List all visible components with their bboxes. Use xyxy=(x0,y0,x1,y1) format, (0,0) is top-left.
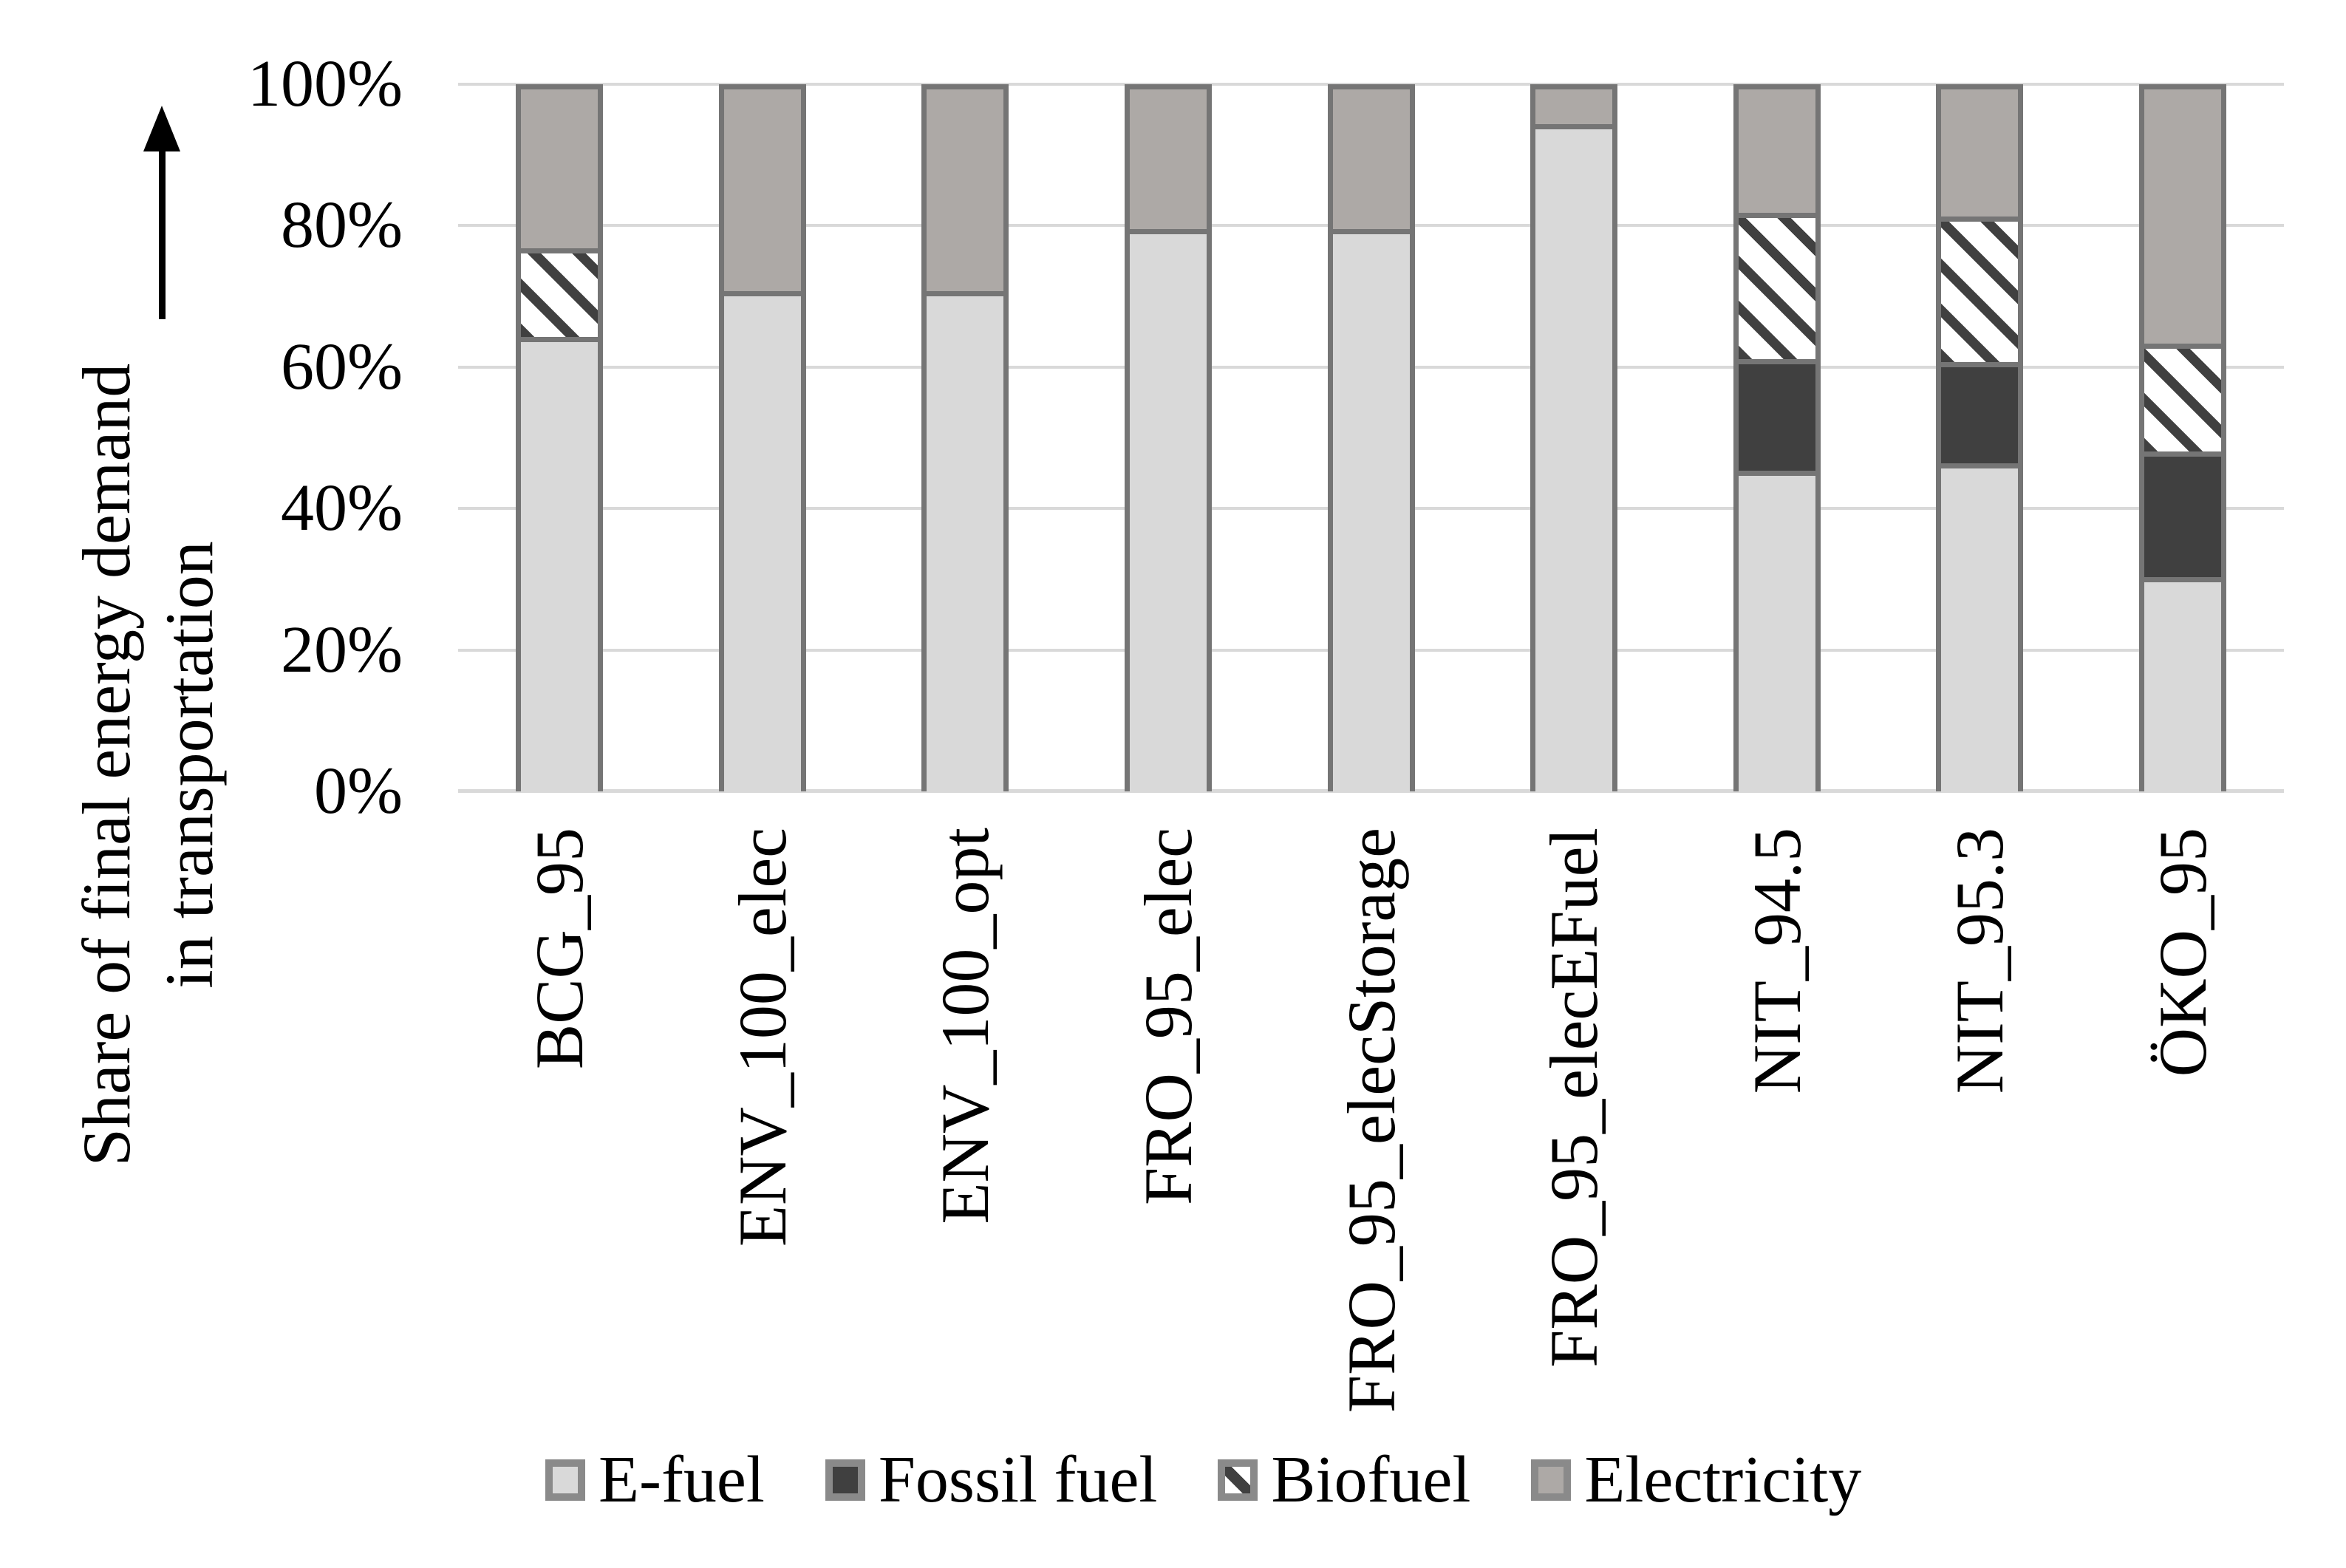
bar-segment-efuel xyxy=(2144,582,2221,791)
legend-item-electricity: Electricity xyxy=(1531,1447,1861,1513)
bar-segment-efuel xyxy=(521,341,599,791)
up-arrow-stem xyxy=(159,148,166,319)
x-axis-label: FRO_95_elecEFuel xyxy=(1536,828,1612,1368)
legend-label: Fossil fuel xyxy=(878,1443,1158,1516)
bar-FRO_95_elecStorage xyxy=(1327,84,1415,791)
bar-segment-efuel xyxy=(1332,234,1410,791)
bar-segment-biofuel xyxy=(521,253,599,342)
legend-label: Electricity xyxy=(1584,1443,1862,1516)
x-axis-label: NIT_95.3 xyxy=(1942,828,2018,1094)
bar-segment-biofuel xyxy=(2144,348,2221,457)
x-axis-label: FRO_95_elec xyxy=(1130,828,1206,1206)
legend: E-fuel Fossil fuel Biofuel Electricity xyxy=(545,1447,1861,1513)
x-axis-label: ÖKO_95 xyxy=(2144,828,2220,1077)
x-axis-label: ENV_100_opt xyxy=(927,828,1003,1224)
bar-segment-electricity xyxy=(1129,89,1207,234)
bar-BCG_95 xyxy=(516,84,604,791)
plot-area xyxy=(458,83,2284,793)
bar-segment-biofuel xyxy=(1941,221,2019,368)
bar-segment-fossil xyxy=(1941,367,2019,469)
x-axis-label: BCG_95 xyxy=(522,828,598,1070)
legend-item-biofuel: Biofuel xyxy=(1218,1447,1470,1513)
legend-swatch-electricity xyxy=(1531,1459,1572,1501)
bar-FRO_95_elec xyxy=(1124,84,1212,791)
x-axis-label: ENV_100_elec xyxy=(724,828,800,1247)
y-tick-label: 40% xyxy=(281,471,403,545)
bar-segment-electricity xyxy=(723,89,801,297)
bar-ENV_100_opt xyxy=(921,84,1009,791)
bar-segment-biofuel xyxy=(1738,218,1815,364)
x-axis-label: NIT_94.5 xyxy=(1739,828,1815,1094)
y-tick-label: 20% xyxy=(281,613,403,686)
bar-segment-electricity xyxy=(927,89,1004,297)
legend-item-fossil: Fossil fuel xyxy=(825,1443,1158,1516)
legend-swatch-efuel xyxy=(545,1459,585,1501)
legend-label: Biofuel xyxy=(1271,1443,1471,1516)
legend-swatch-fossil xyxy=(825,1459,865,1501)
bar-segment-efuel xyxy=(1738,475,1815,791)
bar-FRO_95_elecEFuel xyxy=(1530,84,1618,791)
x-axis-label: FRO_95_elecStorage xyxy=(1333,828,1409,1414)
y-tick-label: 0% xyxy=(314,754,403,828)
bar-NIT_94.5 xyxy=(1733,84,1821,791)
bar-NIT_95.3 xyxy=(1936,84,2024,791)
legend-item-efuel: E-fuel xyxy=(545,1447,765,1513)
bar-segment-efuel xyxy=(1129,234,1207,791)
bar-segment-electricity xyxy=(1738,89,1815,219)
y-tick-label: 100% xyxy=(248,47,403,120)
bar-segment-fossil xyxy=(2144,457,2221,582)
bar-segment-efuel xyxy=(927,296,1004,791)
bar-segment-electricity xyxy=(1535,89,1613,130)
bar-segment-electricity xyxy=(2144,89,2221,349)
bar-segment-electricity xyxy=(521,89,599,254)
legend-label: E-fuel xyxy=(599,1443,765,1516)
up-arrow-icon xyxy=(143,106,180,151)
y-tick-label: 80% xyxy=(281,188,403,262)
bar-segment-efuel xyxy=(1941,468,2019,791)
bar-segment-electricity xyxy=(1332,89,1410,234)
y-tick-label: 60% xyxy=(281,330,403,403)
bar-segment-efuel xyxy=(723,296,801,791)
bar-segment-electricity xyxy=(1941,89,2019,222)
bar-segment-efuel xyxy=(1535,129,1613,791)
bar-ÖKO_95 xyxy=(2138,84,2226,791)
bar-segment-fossil xyxy=(1738,364,1815,476)
bar-ENV_100_elec xyxy=(718,84,806,791)
legend-swatch-biofuel xyxy=(1218,1459,1258,1501)
